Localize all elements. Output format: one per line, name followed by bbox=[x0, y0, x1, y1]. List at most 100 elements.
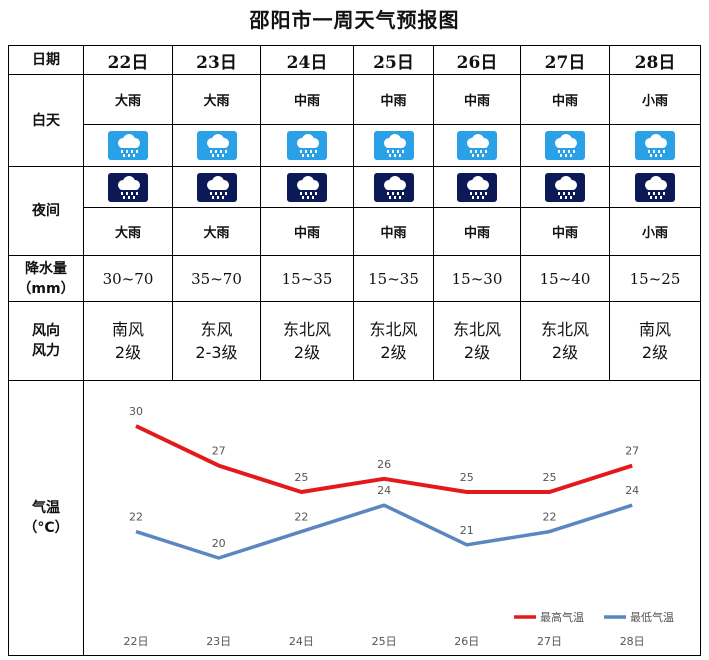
wind-force: 2级 bbox=[463, 343, 491, 362]
precip-value: 15~25 bbox=[609, 255, 701, 302]
data-label: 22 bbox=[543, 511, 557, 524]
night-icon-cell bbox=[433, 166, 521, 208]
wind-direction: 南风 bbox=[111, 320, 144, 339]
x-tick-label: 24日 bbox=[289, 635, 314, 648]
day-label: 白天 bbox=[8, 74, 84, 167]
page-title: 邵阳市一周天气预报图 bbox=[249, 8, 460, 32]
rain-cloud-day-icon bbox=[545, 131, 585, 160]
night-weather-text: 小雨 bbox=[609, 207, 701, 256]
temperature-label-line2: （°C） bbox=[23, 520, 69, 536]
wind-cell: 南风 2级 bbox=[609, 301, 701, 381]
date-cell: 25日 bbox=[353, 45, 434, 75]
precip-value: 15~30 bbox=[433, 255, 521, 302]
wind-cell: 东北风 2级 bbox=[353, 301, 434, 381]
night-icon-cell bbox=[353, 166, 434, 208]
precip-value: 15~40 bbox=[520, 255, 610, 302]
rain-cloud-day-icon bbox=[196, 131, 237, 160]
day-weather-text: 中雨 bbox=[520, 74, 610, 125]
rain-cloud-day-icon bbox=[635, 131, 675, 160]
day-weather-text: 小雨 bbox=[609, 74, 701, 125]
date-cell: 24日 bbox=[260, 45, 354, 75]
rain-cloud-night-icon bbox=[108, 172, 148, 202]
temperature-chart-cell: 30 27 25 26 25 25 27 22 20 22 24 21 22 24 22日 23日 24日 25日… bbox=[83, 380, 701, 656]
night-weather-text: 大雨 bbox=[83, 207, 173, 256]
night-label: 夜间 bbox=[8, 166, 84, 256]
temperature-label-line1: 气温 bbox=[32, 500, 60, 516]
wind-direction: 东北风 bbox=[282, 320, 331, 339]
data-label: 25 bbox=[294, 471, 308, 484]
x-tick-label: 27日 bbox=[537, 635, 562, 648]
night-icon-cell bbox=[172, 166, 261, 208]
x-tick-label: 26日 bbox=[454, 635, 479, 648]
date-cell: 26日 bbox=[433, 45, 521, 75]
rain-cloud-day-icon bbox=[457, 131, 497, 160]
data-label: 26 bbox=[377, 458, 391, 471]
day-weather-text: 中雨 bbox=[353, 74, 434, 125]
wind-cell: 南风 2级 bbox=[83, 301, 173, 381]
night-weather-text: 中雨 bbox=[260, 207, 354, 256]
precip-label-line2: （mm） bbox=[17, 280, 75, 297]
day-icon-row bbox=[9, 124, 701, 167]
series-line-low bbox=[135, 503, 633, 560]
day-icon-cell bbox=[520, 124, 610, 167]
day-icon-cell bbox=[353, 124, 434, 167]
date-cell: 28日 bbox=[609, 45, 701, 75]
precip-label: 降水量 （mm） bbox=[8, 255, 84, 302]
rain-cloud-day-icon bbox=[373, 131, 414, 160]
data-label: 24 bbox=[625, 484, 639, 497]
wind-direction: 东北风 bbox=[540, 320, 589, 339]
precip-value: 15~35 bbox=[353, 255, 434, 302]
day-icon-cell bbox=[609, 124, 701, 167]
day-icon-cell bbox=[260, 124, 354, 167]
rain-cloud-day-icon bbox=[108, 131, 148, 160]
wind-force: 2级 bbox=[641, 343, 669, 362]
night-weather-text: 中雨 bbox=[520, 207, 610, 256]
night-icon-cell bbox=[83, 166, 173, 208]
precip-value: 30~70 bbox=[83, 255, 173, 302]
wind-force: 2-3级 bbox=[195, 343, 238, 362]
wind-direction: 南风 bbox=[638, 320, 671, 339]
wind-cell: 东北风 2级 bbox=[433, 301, 521, 381]
data-label: 25 bbox=[543, 471, 557, 484]
date-cell: 23日 bbox=[172, 45, 261, 75]
day-weather-text: 中雨 bbox=[433, 74, 521, 125]
date-cell: 22日 bbox=[83, 45, 173, 75]
wind-cell: 东北风 2级 bbox=[520, 301, 610, 381]
wind-cell: 东北风 2级 bbox=[260, 301, 354, 381]
night-icon-cell bbox=[260, 166, 354, 208]
wind-label-line1: 风向 bbox=[32, 323, 60, 339]
data-label: 27 bbox=[625, 445, 639, 458]
wind-label: 风向 风力 bbox=[8, 301, 84, 381]
precip-value: 15~35 bbox=[260, 255, 354, 302]
wind-force: 2级 bbox=[293, 343, 321, 362]
night-weather-text: 中雨 bbox=[433, 207, 521, 256]
rain-cloud-day-icon bbox=[287, 131, 327, 160]
rain-cloud-night-icon bbox=[457, 172, 497, 202]
day-weather-text: 大雨 bbox=[172, 74, 261, 125]
wind-cell: 东风 2-3级 bbox=[172, 301, 261, 381]
forecast-table: 日期 22日 23日 24日 25日 26日 27日 28日 白天 大雨 大雨 … bbox=[8, 45, 701, 656]
wind-force: 2级 bbox=[551, 343, 579, 362]
date-label: 日期 bbox=[8, 45, 84, 75]
temperature-row: 气温 （°C） 30 27 25 26 25 25 27 22 20 22 24 21 22 24 22日 2… bbox=[8, 380, 701, 656]
night-icon-cell bbox=[520, 166, 610, 208]
rain-cloud-night-icon bbox=[545, 172, 585, 202]
wind-label-line2: 风力 bbox=[32, 343, 60, 359]
data-label: 22 bbox=[129, 511, 143, 524]
x-tick-label: 22日 bbox=[124, 635, 149, 648]
rain-cloud-night-icon bbox=[196, 172, 237, 202]
day-icon-cell bbox=[433, 124, 521, 167]
night-weather-text: 中雨 bbox=[353, 207, 434, 256]
day-icon-cell bbox=[172, 124, 261, 167]
x-tick-label: 28日 bbox=[620, 635, 645, 648]
x-tick-label: 23日 bbox=[206, 635, 231, 648]
wind-direction: 东风 bbox=[200, 320, 233, 339]
day-weather-text: 中雨 bbox=[260, 74, 354, 125]
legend-label: 最高气温 bbox=[540, 610, 584, 624]
wind-force: 2级 bbox=[114, 343, 142, 362]
wind-row: 风向 风力 南风 2级 东风 2-3级 东北风 2级 东北风 2级 东北风 2级 东北风 2… bbox=[8, 301, 701, 381]
data-label: 30 bbox=[129, 405, 143, 418]
x-tick-label: 25日 bbox=[372, 635, 397, 648]
precip-row: 降水量 （mm） 30~70 35~70 15~35 15~35 15~30 1… bbox=[8, 255, 701, 302]
day-weather-row: 白天 大雨 大雨 中雨 中雨 中雨 中雨 小雨 bbox=[8, 74, 701, 167]
